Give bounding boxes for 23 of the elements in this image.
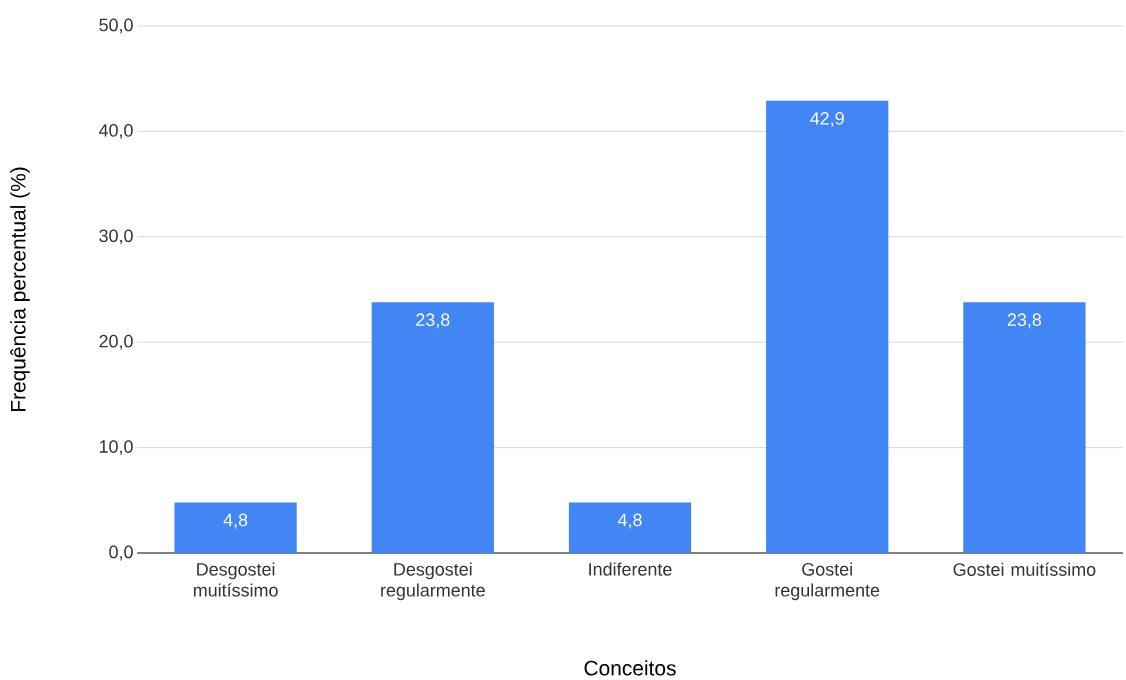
data-label: 4,8 [223, 513, 248, 529]
bar [371, 302, 494, 553]
x-tick-label: Desgostei regularmente [381, 562, 485, 601]
y-tick-label: 50,0 [99, 18, 133, 34]
bar [174, 502, 297, 553]
bar [766, 100, 889, 553]
data-label: 23,8 [1007, 313, 1042, 329]
x-tick-label: Gostei regularmente [775, 562, 880, 601]
bar [963, 302, 1086, 553]
x-tick-label: Desgostei muitíssimo [193, 562, 278, 597]
y-tick-label: 10,0 [99, 440, 133, 456]
bar [568, 502, 692, 553]
data-label: 42,9 [810, 112, 844, 127]
data-label: 4,8 [617, 513, 642, 529]
data-label: 23,8 [416, 313, 450, 329]
x-tick-label: Gostei muitíssimo [953, 562, 1096, 576]
y-tick-label: 30,0 [99, 229, 133, 245]
y-tick-label: 40,0 [98, 123, 133, 139]
x-tick-label: Indiferente [589, 562, 672, 576]
y-tick-label: 0,0 [109, 545, 133, 561]
x-axis-title: Conceitos [584, 660, 676, 676]
y-tick-label: 20,0 [99, 334, 133, 350]
y-axis-title: Frequência percentual (%) [10, 167, 30, 412]
